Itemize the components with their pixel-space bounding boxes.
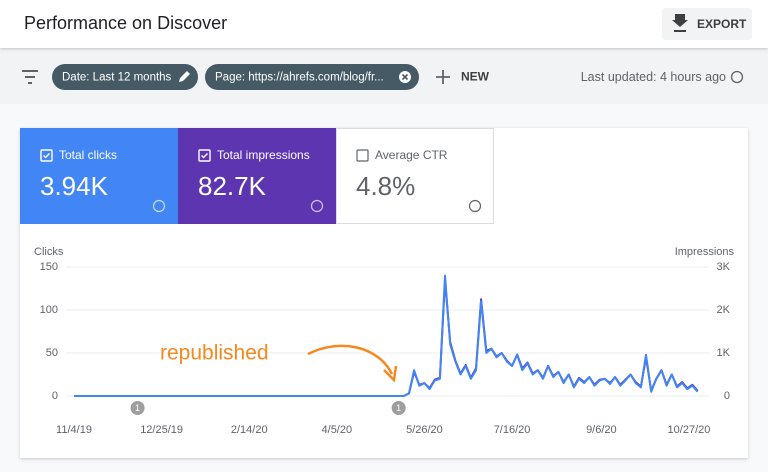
card-label: Average CTR xyxy=(375,148,448,162)
remove-icon-x xyxy=(401,73,409,81)
x-tick-label: 2/14/20 xyxy=(231,424,268,436)
plot: 0 50 100 150 0 1K 2K 3K 11/4/19 12/25/19 2/14/20 4/… xyxy=(40,261,731,436)
y2-tick-label: 0 xyxy=(724,390,730,402)
x-tick-label: 10/27/20 xyxy=(668,424,711,436)
clicks-tile[interactable] xyxy=(20,128,178,224)
card-value: 4.8% xyxy=(356,171,415,201)
annotation-label: 1 xyxy=(396,403,401,413)
new-filter[interactable]: NEW xyxy=(461,70,490,84)
annotation-marker xyxy=(130,401,145,415)
check xyxy=(201,153,208,159)
y2-tick-label: 1K xyxy=(717,347,731,359)
checkbox[interactable] xyxy=(356,149,369,162)
edit-icon[interactable] xyxy=(179,71,190,82)
date-chip[interactable] xyxy=(52,64,198,90)
y2-tick-label: 3K xyxy=(717,261,731,273)
x-tick-label: 9/6/20 xyxy=(586,424,617,436)
annotation-label: 1 xyxy=(135,403,140,413)
help-icon[interactable] xyxy=(468,199,482,213)
page-title: Performance on Discover xyxy=(24,13,227,33)
card-value: 3.94K xyxy=(40,171,109,201)
x-tick-label: 7/16/20 xyxy=(494,424,531,436)
help-icon[interactable] xyxy=(152,199,166,213)
y-tick-label: 100 xyxy=(40,304,58,316)
series-line xyxy=(74,274,699,397)
export-label: EXPORT xyxy=(697,17,747,31)
x-tick-label: 11/4/19 xyxy=(56,424,92,436)
annotation-marker xyxy=(391,401,406,415)
impressions-tile[interactable] xyxy=(178,128,336,224)
y-tick-label: 50 xyxy=(46,347,58,359)
annotation-note: republished xyxy=(160,342,269,365)
date-chip-label: Date: Last 12 months xyxy=(62,72,172,84)
y2-tick-label: 2K xyxy=(717,304,731,316)
page-chip-label: Page: https://ahrefs.com/blog/fr... xyxy=(215,72,384,84)
last-updated: Last updated: 4 hours ago xyxy=(581,70,726,84)
annotation-arrow xyxy=(307,344,394,375)
check xyxy=(43,153,50,159)
help-icon[interactable] xyxy=(730,70,744,84)
y-tick-label: 150 xyxy=(40,261,58,273)
page-chip[interactable] xyxy=(205,64,419,90)
y-tick-label: 0 xyxy=(52,390,58,402)
filter-icon[interactable] xyxy=(22,70,38,84)
card-label: Total impressions xyxy=(217,148,310,162)
annotation-arrowhead xyxy=(383,365,398,383)
ctr-tile[interactable] xyxy=(336,128,494,224)
x-tick-label: 4/5/20 xyxy=(322,424,353,436)
y-axis-title: Clicks xyxy=(34,246,64,258)
plus-icon[interactable] xyxy=(436,70,450,84)
x-tick-label: 5/26/20 xyxy=(406,424,443,436)
card-value: 82.7K xyxy=(198,171,267,201)
card-label: Total clicks xyxy=(59,148,117,162)
checkbox[interactable] xyxy=(198,149,211,162)
x-tick-label: 12/25/19 xyxy=(140,424,183,436)
checkbox[interactable] xyxy=(40,149,53,162)
help-icon[interactable] xyxy=(310,199,324,213)
y2-axis-title: Impressions xyxy=(675,246,735,258)
export-icon xyxy=(672,14,688,32)
header xyxy=(0,0,768,48)
